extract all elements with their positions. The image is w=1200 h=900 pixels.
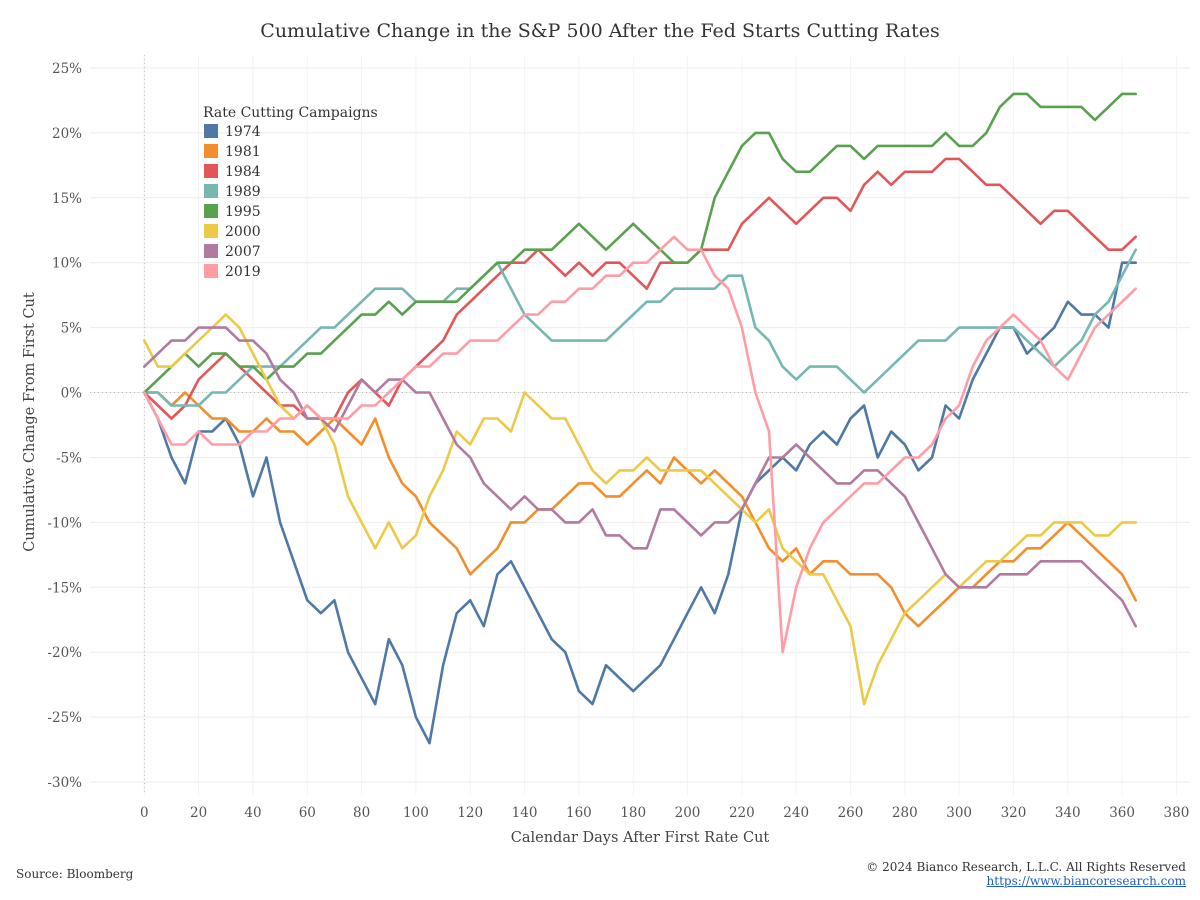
series-line-2007 (143, 326, 1137, 628)
y-tick-label: -10% (47, 515, 82, 531)
x-tick-label: 80 (353, 805, 370, 821)
x-tick-label: 300 (946, 805, 972, 821)
legend-swatch-1974 (204, 124, 218, 138)
legend-label-2019: 2019 (225, 264, 261, 280)
legend-title: Rate Cutting Campaigns (203, 105, 378, 121)
x-tick-labels: 0 20 40 60 80 100 120 140 160 180 200 220 240 260 280 3… (140, 805, 1189, 821)
series-lines (143, 92, 1137, 745)
legend-label-1989: 1989 (225, 184, 261, 200)
y-tick-label: -25% (47, 710, 82, 726)
legend-label-2000: 2000 (225, 224, 261, 240)
x-tick-label: 40 (244, 805, 261, 821)
legend-swatch-1984 (204, 164, 218, 178)
legend-swatch-2019 (204, 264, 218, 278)
legend-swatch-1989 (204, 184, 218, 198)
x-tick-label: 140 (512, 805, 538, 821)
series-line-1989 (143, 248, 1137, 407)
y-tick-label: -5% (56, 450, 82, 466)
series-line-1981 (143, 391, 1137, 628)
y-tick-label: -15% (47, 580, 82, 596)
legend-swatch-1981 (204, 144, 218, 158)
x-tick-label: 160 (566, 805, 592, 821)
y-axis-label: Cumulative Change From First Cut (22, 292, 38, 552)
y-tick-labels: 25% 20% 15% 10% 5% 0% -5% -10% -15% -20% -25% -30% (47, 61, 82, 791)
y-tick-label: 25% (52, 61, 82, 77)
x-tick-label: 0 (140, 805, 149, 821)
y-tick-label: -20% (47, 645, 82, 661)
x-tick-label: 240 (783, 805, 809, 821)
x-tick-label: 260 (838, 805, 864, 821)
legend: Rate Cutting Campaigns 1974 1981 1984 1989 1… (203, 105, 378, 280)
y-tick-label: 10% (52, 256, 82, 272)
series-line-2019 (143, 235, 1137, 654)
x-tick-label: 200 (675, 805, 701, 821)
x-tick-label: 60 (299, 805, 316, 821)
website-link[interactable]: https://www.biancoresearch.com (986, 874, 1186, 888)
y-tick-label: -30% (47, 775, 82, 791)
legend-swatch-2000 (204, 224, 218, 238)
legend-label-1984: 1984 (225, 164, 261, 180)
legend-label-2007: 2007 (225, 244, 261, 260)
x-tick-label: 380 (1164, 805, 1190, 821)
y-tick-label: 0% (61, 386, 83, 402)
x-tick-label: 100 (403, 805, 429, 821)
series-line-2000 (143, 313, 1137, 706)
copyright-block: © 2024 Bianco Research, L.L.C. All Right… (866, 860, 1186, 888)
series-line-1995 (143, 92, 1137, 394)
zero-lines (90, 55, 1190, 795)
y-tick-label: 20% (52, 126, 82, 142)
legend-label-1981: 1981 (225, 144, 261, 160)
copyright-text: © 2024 Bianco Research, L.L.C. All Right… (866, 860, 1186, 874)
chart-title: Cumulative Change in the S&P 500 After t… (260, 20, 939, 42)
x-tick-label: 320 (1001, 805, 1027, 821)
y-tick-label: 15% (52, 191, 82, 207)
legend-swatch-1995 (204, 204, 218, 218)
source-note: Source: Bloomberg (16, 867, 134, 881)
x-tick-label: 340 (1055, 805, 1081, 821)
legend-label-1995: 1995 (225, 204, 261, 220)
x-tick-label: 180 (620, 805, 646, 821)
x-tick-label: 120 (457, 805, 483, 821)
x-tick-label: 360 (1109, 805, 1135, 821)
legend-swatch-2007 (204, 244, 218, 258)
x-tick-label: 280 (892, 805, 918, 821)
legend-label-1974: 1974 (225, 124, 261, 140)
series-line-1974 (143, 261, 1137, 745)
y-tick-label: 5% (61, 321, 83, 337)
x-tick-label: 20 (190, 805, 207, 821)
x-axis-label: Calendar Days After First Rate Cut (511, 830, 770, 846)
x-tick-label: 220 (729, 805, 755, 821)
